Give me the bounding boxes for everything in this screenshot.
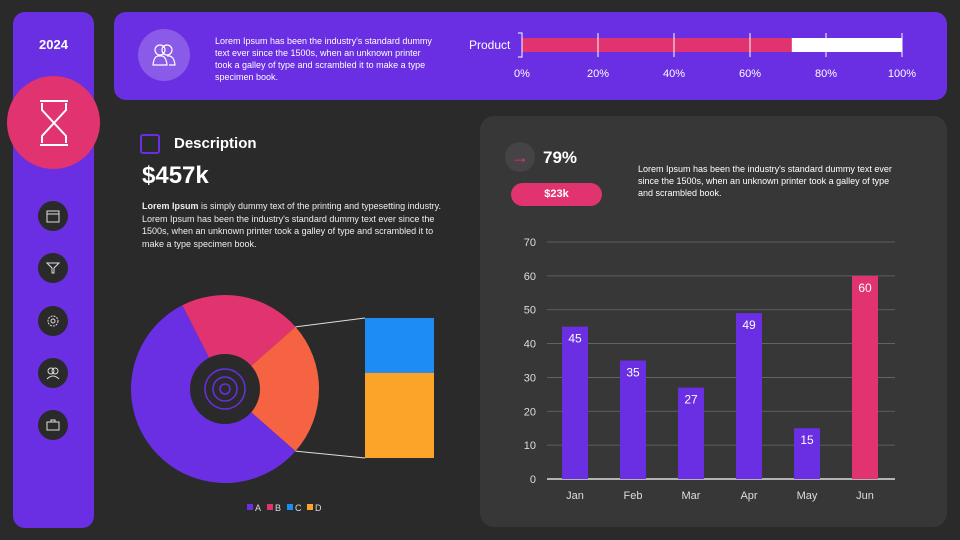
users-icon <box>138 29 190 81</box>
tick-label: 20% <box>587 68 609 80</box>
description-text-body: is simply dummy text of the printing and… <box>142 201 441 249</box>
gear-icon[interactable] <box>38 306 68 336</box>
y-tick-label: 10 <box>524 440 536 452</box>
y-tick-label: 70 <box>524 237 536 249</box>
connector-line <box>295 450 366 459</box>
bar-of-pie-chart: A B C D <box>131 295 434 513</box>
hourglass-icon[interactable] <box>7 76 100 169</box>
target-icon <box>212 376 238 402</box>
bar-jun <box>852 275 878 479</box>
percent-value: 79% <box>543 148 578 167</box>
bar-feb <box>620 360 646 479</box>
description-text: Lorem Ipsum is simply dummy text of the … <box>142 200 442 250</box>
target-icon <box>219 383 231 395</box>
data-label: 60 <box>858 281 872 295</box>
safe-icon <box>140 134 160 154</box>
pie-hole <box>190 354 260 424</box>
axis-bracket <box>518 32 523 58</box>
y-tick-label: 50 <box>524 305 536 317</box>
data-label: 45 <box>568 332 582 346</box>
legend-swatch <box>287 504 293 510</box>
arrow-right-icon: → <box>505 142 535 172</box>
y-tick-label: 40 <box>524 339 536 351</box>
tick-label: 60% <box>739 68 761 80</box>
tick-label: 0% <box>514 68 530 80</box>
briefcase-icon[interactable] <box>38 410 68 440</box>
x-tick-label: May <box>797 490 818 502</box>
top-banner: Lorem Ipsum has been the industry's stan… <box>114 12 947 100</box>
legend-swatch <box>267 504 273 510</box>
legend-swatch <box>247 504 253 510</box>
data-label: 49 <box>742 318 756 332</box>
year-label: 2024 <box>39 37 68 52</box>
x-tick-label: Jan <box>566 490 584 502</box>
connector-line <box>295 317 366 328</box>
product-label: Product <box>469 38 511 52</box>
stack-segment-c <box>365 318 434 373</box>
top-description: Lorem Ipsum has been the industry's stan… <box>215 36 432 82</box>
tick-label: 100% <box>888 68 916 80</box>
legend-swatch <box>307 504 313 510</box>
tick-label: 40% <box>663 68 685 80</box>
bar-may <box>794 428 820 479</box>
legend-label: C <box>295 503 302 513</box>
description-value: $457k <box>142 162 209 189</box>
x-tick-label: Jun <box>856 490 874 502</box>
x-tick-label: Feb <box>624 490 643 502</box>
bar-mar <box>678 387 704 479</box>
bar-jan <box>562 326 588 479</box>
y-tick-label: 30 <box>524 372 536 384</box>
y-tick-label: 0 <box>530 474 536 486</box>
data-label: 35 <box>626 366 640 380</box>
product-progress-chart: 0% 20% 40% 60% 80% 100% <box>514 32 916 80</box>
funnel-icon[interactable] <box>38 253 68 283</box>
stats-description: Lorem Ipsum has been the industry's stan… <box>638 164 892 198</box>
data-label: 15 <box>800 433 814 447</box>
amount-pill: $23k <box>511 183 602 206</box>
legend-label: B <box>275 503 281 513</box>
y-tick-label: 20 <box>524 406 536 418</box>
users-icon[interactable] <box>38 358 68 388</box>
description-text-bold: Lorem Ipsum <box>142 201 199 211</box>
tick-label: 80% <box>815 68 837 80</box>
legend-label: D <box>315 503 322 513</box>
progress-fill <box>522 38 792 52</box>
x-tick-label: Mar <box>682 490 701 502</box>
calendar-icon[interactable] <box>38 201 68 231</box>
y-tick-label: 60 <box>524 271 536 283</box>
description-title: Description <box>174 135 257 152</box>
data-label: 27 <box>684 393 698 407</box>
bar-apr <box>736 313 762 479</box>
x-tick-label: Apr <box>740 490 757 502</box>
pie-slice-other <box>225 326 319 452</box>
target-icon <box>204 368 246 410</box>
sidebar: 2024 <box>7 12 100 528</box>
pie-slice-b <box>182 295 296 389</box>
stack-segment-d <box>365 372 434 458</box>
legend-label: A <box>255 503 261 513</box>
